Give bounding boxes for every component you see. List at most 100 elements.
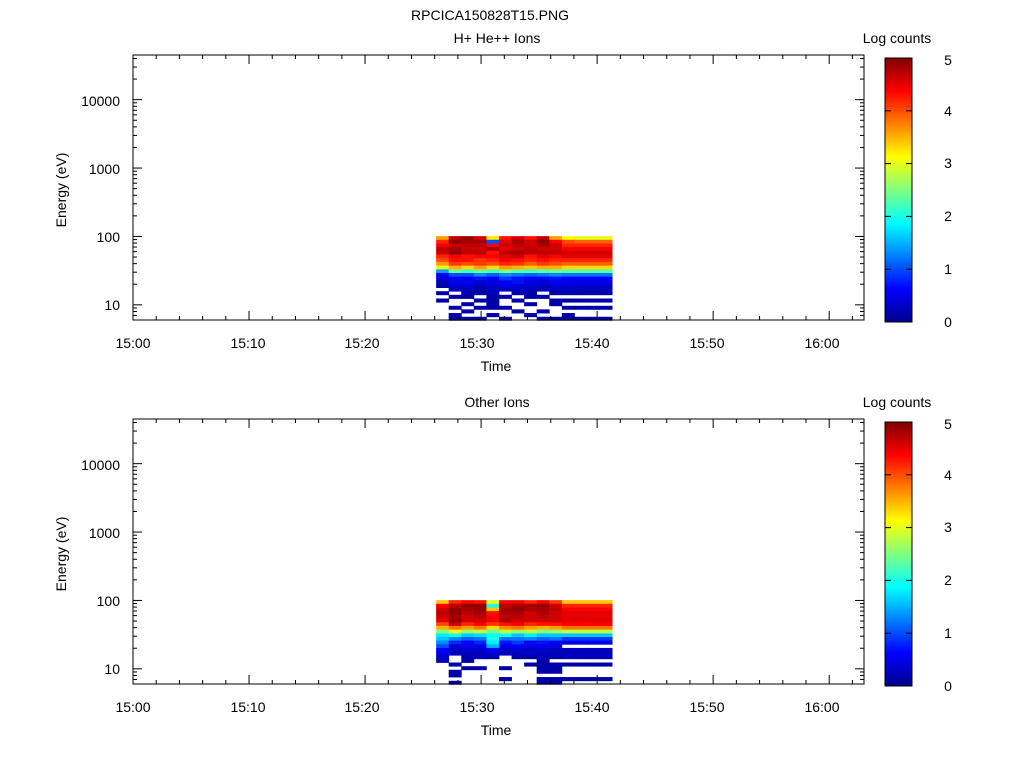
heatmap-cell <box>524 629 538 634</box>
x-tick-label: 15:50 <box>689 335 724 351</box>
heatmap-cell <box>561 607 575 612</box>
colorbar-tick-label: 0 <box>944 314 952 330</box>
heatmap-cell <box>536 294 550 299</box>
heatmap-cell <box>524 269 538 274</box>
heatmap-cell <box>549 618 563 623</box>
heatmap-cell <box>461 273 475 278</box>
heatmap-cell <box>586 305 600 310</box>
heatmap-cell <box>461 265 475 270</box>
heatmap-cell <box>436 236 450 241</box>
heatmap-cell <box>448 614 462 619</box>
heatmap-cell <box>448 316 462 321</box>
heatmap-cell <box>436 261 450 267</box>
heatmap-cell <box>549 655 563 660</box>
heatmap-cell <box>549 250 563 255</box>
heatmap-cell <box>549 680 563 685</box>
heatmap-cell <box>498 261 512 267</box>
heatmap-cell <box>524 611 538 616</box>
heatmap-cell <box>473 265 487 270</box>
heatmap-cell <box>536 309 550 314</box>
heatmap-cell <box>486 607 500 612</box>
heatmap-cell <box>461 600 475 605</box>
heatmap-cell <box>561 640 575 645</box>
heatmap-cell <box>511 258 525 263</box>
heatmap-cell <box>486 647 500 652</box>
heatmap-cell <box>524 625 538 631</box>
heatmap-cell <box>436 243 450 248</box>
heatmap-cell <box>561 305 575 310</box>
heatmap-cell <box>524 302 538 307</box>
heatmap-cell <box>486 611 500 616</box>
heatmap-cell <box>498 316 512 321</box>
x-tick-label: 16:00 <box>804 699 839 715</box>
heatmap-cell <box>536 662 550 667</box>
heatmap-cell <box>561 611 575 616</box>
heatmap-cell <box>574 603 588 608</box>
heatmap-cell <box>549 316 563 321</box>
heatmap-cell <box>511 247 525 252</box>
figure-title: RPCICA150828T15.PNG <box>411 7 569 23</box>
colorbar-ticks <box>885 421 912 687</box>
heatmap-cell <box>486 254 500 259</box>
heatmap-cell <box>574 243 588 248</box>
heatmap-cell <box>599 647 613 652</box>
heatmap-cell <box>549 236 563 241</box>
x-tick-label: 15:30 <box>459 699 494 715</box>
heatmap-cell <box>586 247 600 252</box>
heatmap-cell <box>599 305 613 310</box>
heatmap-cell <box>536 651 550 656</box>
heatmap-cell <box>511 250 525 255</box>
heatmap-cell <box>536 637 550 642</box>
heatmap-cell <box>586 625 600 631</box>
axis-ticks <box>132 55 864 321</box>
heatmap-cell <box>524 662 538 667</box>
heatmap-cell <box>473 261 487 267</box>
heatmap-cell <box>461 236 475 241</box>
heatmap-cell <box>574 622 588 627</box>
heatmap-cell <box>461 294 475 299</box>
heatmap-cell <box>461 637 475 642</box>
heatmap-cell <box>436 651 450 656</box>
heatmap-cell <box>486 247 500 252</box>
heatmap-cell <box>461 655 475 660</box>
heatmap-cell <box>549 677 563 682</box>
heatmap-cell <box>511 254 525 259</box>
heatmap-cell <box>498 651 512 656</box>
panel-title: Other Ions <box>464 394 529 410</box>
heatmap-cell <box>461 633 475 638</box>
heatmap-cell <box>461 247 475 252</box>
heatmap-cell <box>448 273 462 278</box>
heatmap-cell <box>511 236 525 241</box>
x-axis-label: Time <box>481 722 512 738</box>
heatmap-cell <box>561 283 575 288</box>
heatmap-cell <box>461 607 475 612</box>
heatmap-cell <box>461 658 475 663</box>
heatmap-cell <box>574 640 588 645</box>
heatmap-cell <box>586 316 600 321</box>
x-tick-label: 15:10 <box>230 335 265 351</box>
heatmap-cell <box>561 633 575 638</box>
heatmap-cell <box>486 651 500 656</box>
heatmap-cell <box>524 265 538 270</box>
y-axis-label: Energy (eV) <box>53 153 69 228</box>
heatmap-cell <box>448 239 462 244</box>
heatmap-cell <box>498 280 512 285</box>
heatmap-cell <box>461 258 475 263</box>
colorbar-label: Log counts <box>863 394 932 410</box>
heatmap-cell <box>561 600 575 605</box>
heatmap-cell <box>524 247 538 252</box>
heatmap-cell <box>599 629 613 634</box>
heatmap-cell <box>599 607 613 612</box>
heatmap-cell <box>436 298 450 303</box>
panel-title: H+ He++ Ions <box>454 30 541 46</box>
heatmap-cell <box>498 666 512 671</box>
heatmap-cell <box>561 265 575 270</box>
heatmap-cell <box>473 269 487 274</box>
heatmap-cell <box>473 276 487 281</box>
heatmap-cell <box>486 261 500 267</box>
heatmap-cell <box>586 603 600 608</box>
heatmap-cell <box>524 273 538 278</box>
heatmap-cell <box>524 603 538 608</box>
heatmap-cell <box>524 291 538 296</box>
heatmap-cell <box>473 647 487 652</box>
